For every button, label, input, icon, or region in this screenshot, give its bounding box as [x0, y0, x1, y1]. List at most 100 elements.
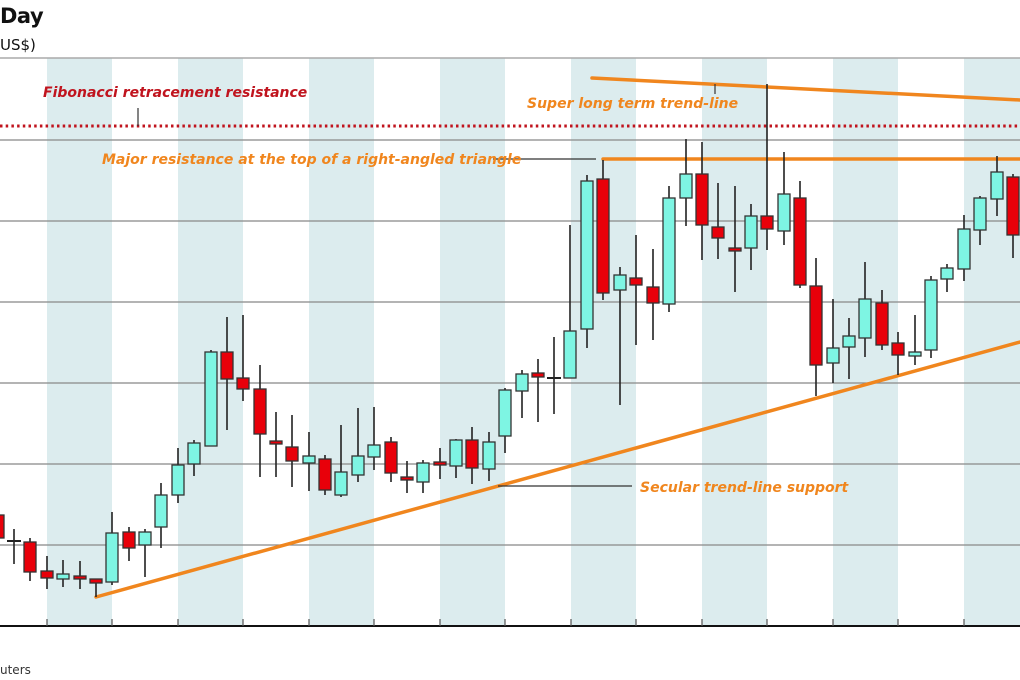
- candle: [891, 332, 905, 375]
- candle-body: [809, 285, 823, 366]
- candle-body: [465, 439, 479, 469]
- candle-body: [253, 388, 267, 435]
- candle-body: [23, 541, 37, 573]
- candle-body: [302, 455, 316, 464]
- candle-body: [56, 573, 70, 580]
- shaded-bands: [47, 58, 1020, 626]
- shaded-band: [964, 58, 1020, 626]
- candle: [809, 258, 823, 396]
- candle-body: [220, 351, 234, 380]
- candle: [465, 427, 479, 484]
- candle: [416, 460, 430, 493]
- candle: [334, 425, 348, 497]
- candle-body: [89, 578, 103, 584]
- candle: [498, 388, 512, 453]
- annotation-leaders: [137, 84, 716, 487]
- candle: [858, 262, 872, 357]
- candle: [957, 215, 971, 281]
- candle: [1006, 174, 1020, 258]
- shaded-band: [571, 58, 636, 626]
- candle: [56, 560, 70, 587]
- candle-body: [924, 279, 938, 351]
- candle-body: [367, 444, 381, 458]
- candle-body: [285, 446, 299, 462]
- candle-body: [940, 267, 954, 280]
- candle: [613, 267, 627, 405]
- candle: [563, 225, 577, 379]
- candle: [23, 538, 37, 581]
- candle: [367, 407, 381, 470]
- candle-body: [596, 178, 610, 294]
- candle-body: [236, 377, 250, 390]
- candle-body: [531, 372, 545, 378]
- candle-body: [515, 373, 529, 392]
- candle: [777, 152, 791, 245]
- candle-body: [629, 277, 643, 286]
- candle-body: [334, 471, 348, 496]
- gridlines: [0, 57, 1020, 546]
- candle: [122, 527, 136, 561]
- super-long-trendline-annotation: Super long term trend-line: [527, 96, 738, 112]
- candle-body: [171, 464, 185, 496]
- candle-body: [482, 441, 496, 470]
- candle: [7, 529, 21, 564]
- shaded-band: [440, 58, 505, 626]
- shaded-band: [47, 58, 112, 626]
- candle: [384, 437, 398, 482]
- candle: [924, 276, 938, 358]
- candle-body: [908, 351, 922, 357]
- candle-body: [449, 439, 463, 467]
- candle: [187, 440, 201, 476]
- candle: [793, 181, 807, 288]
- trend-lines: [0, 76, 1020, 599]
- candle: [760, 84, 774, 250]
- candle-body: [744, 215, 758, 249]
- candle-body: [138, 531, 152, 546]
- candle: [580, 175, 594, 348]
- x-axis: [0, 619, 1020, 627]
- candle-body: [760, 215, 774, 230]
- candle-body: [777, 193, 791, 232]
- candle: [171, 448, 185, 503]
- candle: [204, 350, 218, 447]
- candle: [728, 186, 742, 292]
- fibonacci-annotation: Fibonacci retracement resistance: [43, 85, 307, 101]
- candle: [0, 514, 5, 539]
- candle: [236, 315, 250, 401]
- candle-body: [613, 274, 627, 291]
- candle-body: [154, 494, 168, 528]
- candle-body: [858, 298, 872, 339]
- candle-body: [563, 330, 577, 379]
- candle: [433, 448, 447, 479]
- candle-body: [728, 247, 742, 252]
- candle-body: [990, 171, 1004, 200]
- candle: [253, 365, 267, 477]
- shaded-band: [178, 58, 243, 626]
- candle: [711, 183, 725, 259]
- candle: [400, 461, 414, 493]
- candle: [973, 196, 987, 245]
- candle-body: [351, 455, 365, 476]
- candle: [547, 337, 561, 414]
- candle: [842, 318, 856, 379]
- candle-body: [842, 335, 856, 348]
- candle: [826, 299, 840, 383]
- candle: [908, 315, 922, 365]
- candle: [73, 561, 87, 589]
- candle-body: [400, 476, 414, 481]
- candle-body: [0, 514, 5, 539]
- chart-subtitle: US$): [0, 36, 36, 54]
- candle: [695, 142, 709, 260]
- candle: [515, 370, 529, 418]
- candle: [220, 317, 234, 430]
- candle-body: [204, 351, 218, 447]
- candle-body: [711, 226, 725, 239]
- candle: [89, 578, 103, 597]
- candle: [990, 156, 1004, 216]
- candle-body: [433, 461, 447, 466]
- candle: [744, 204, 758, 270]
- candle-body: [957, 228, 971, 270]
- candle-body: [73, 575, 87, 580]
- candle-body: [318, 458, 332, 491]
